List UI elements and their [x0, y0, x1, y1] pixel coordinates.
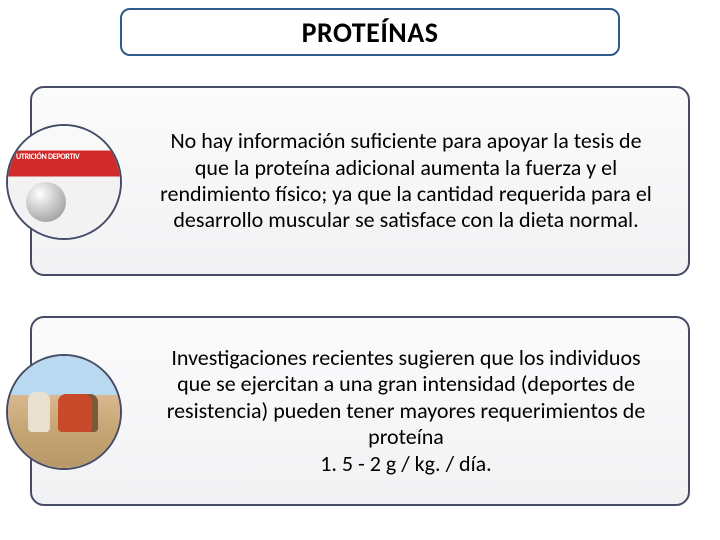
info-card-2: Investigaciones recientes sugieren que l…: [30, 316, 690, 506]
card-1-text: No hay información suficiente para apoya…: [32, 114, 688, 248]
image-1-caption: UTRICIÓN DEPORTIV: [16, 152, 112, 162]
athletes-photo-icon: [8, 356, 120, 468]
page-title: PROTEÍNAS: [302, 15, 439, 50]
title-box: PROTEÍNAS: [120, 8, 620, 56]
nutrition-book-icon: UTRICIÓN DEPORTIV: [8, 126, 120, 238]
info-card-1: No hay información suficiente para apoya…: [30, 86, 690, 276]
card-1-image: UTRICIÓN DEPORTIV: [6, 124, 122, 240]
card-2-image: [6, 354, 122, 470]
card-2-text: Investigaciones recientes sugieren que l…: [32, 331, 688, 491]
